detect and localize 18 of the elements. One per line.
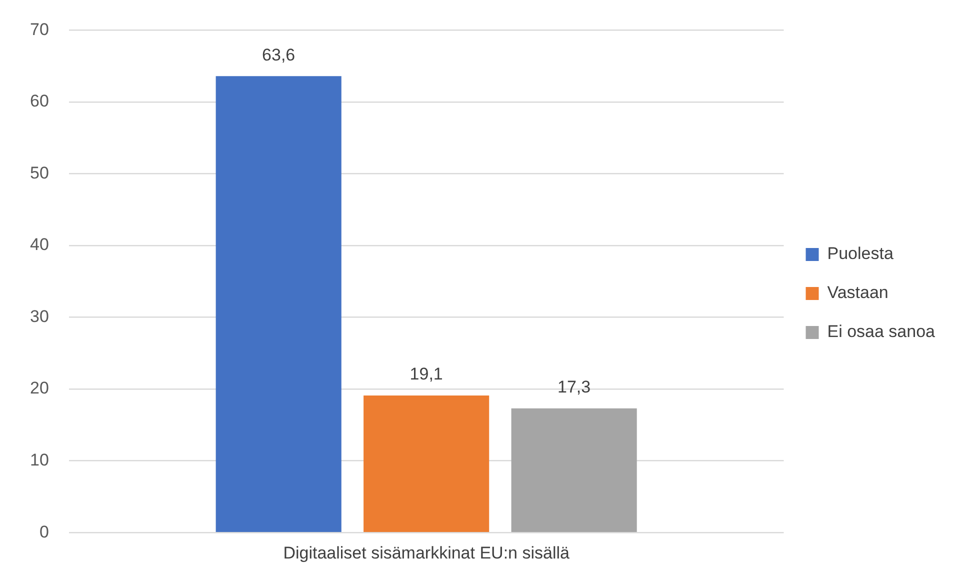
y-tick-label: 40 (30, 235, 49, 254)
y-tick-label: 20 (30, 378, 49, 398)
legend-label: Ei osaa sanoa (827, 322, 936, 342)
data-label: 17,3 (558, 378, 591, 397)
y-tick-label: 50 (30, 163, 49, 182)
x-tick-label: Digitaaliset sisämarkkinat EU:n sisällä (283, 543, 570, 562)
legend-label: Vastaan (827, 283, 888, 302)
bar (511, 408, 637, 532)
bar (364, 396, 490, 532)
data-label: 63,6 (262, 45, 296, 64)
y-tick-label: 30 (30, 306, 49, 326)
data-label: 19,1 (410, 364, 443, 384)
legend-label: Puolesta (827, 244, 894, 264)
y-tick-label: 0 (39, 522, 49, 542)
y-tick-label: 10 (30, 450, 49, 470)
bar (216, 76, 342, 532)
y-tick-label: 70 (30, 20, 49, 39)
y-tick-label: 60 (30, 92, 49, 111)
